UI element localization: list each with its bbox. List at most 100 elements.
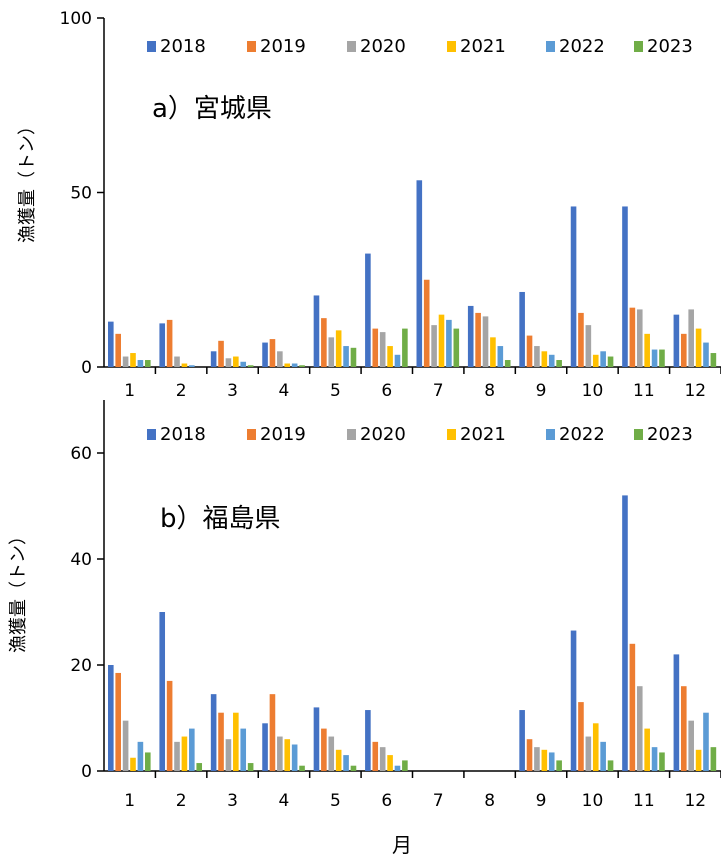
bar-2022-month-9 bbox=[548, 354, 555, 367]
bar-2021-month-4 bbox=[284, 363, 291, 367]
x-tick-label: 7 bbox=[433, 381, 444, 401]
legend-label: 2022 bbox=[559, 424, 605, 445]
x-tick-label: 9 bbox=[536, 381, 547, 401]
bar-2022-month-11 bbox=[651, 747, 658, 771]
bar-2019-month-9 bbox=[526, 739, 533, 771]
bar-2023-month-5 bbox=[350, 765, 357, 771]
bar-2021-month-7 bbox=[438, 314, 445, 367]
bar-2022-month-12 bbox=[703, 342, 709, 367]
bar-2018-month-1 bbox=[108, 665, 114, 771]
legend-label: 2020 bbox=[360, 424, 406, 445]
bar-2018-month-6 bbox=[365, 710, 371, 771]
legend-label: 2021 bbox=[460, 36, 506, 57]
panel-title: b）福島県 bbox=[160, 504, 281, 534]
bar-2021-month-1 bbox=[130, 757, 136, 771]
legend-label: 2019 bbox=[260, 36, 306, 57]
x-tick-label: 10 bbox=[582, 791, 604, 811]
bar-2019-month-6 bbox=[372, 328, 379, 367]
bar-2018-month-11 bbox=[622, 206, 628, 367]
bar-2021-month-5 bbox=[335, 330, 342, 367]
bar-2022-month-3 bbox=[240, 361, 247, 367]
bar-2020-month-12 bbox=[688, 720, 694, 771]
bar-2023-month-11 bbox=[659, 752, 665, 771]
legend-label: 2020 bbox=[360, 36, 406, 57]
bar-2019-month-9 bbox=[526, 335, 533, 367]
bar-2023-month-9 bbox=[556, 360, 562, 367]
x-tick-label: 11 bbox=[633, 791, 655, 811]
bar-2021-month-4 bbox=[284, 739, 291, 771]
legend-swatch bbox=[447, 429, 456, 440]
bar-2022-month-10 bbox=[600, 351, 606, 367]
bar-2018-month-7 bbox=[416, 180, 423, 367]
bar-2021-month-10 bbox=[592, 723, 599, 771]
bar-2023-month-9 bbox=[556, 760, 562, 771]
bar-2022-month-5 bbox=[343, 755, 349, 771]
bar-2022-month-12 bbox=[703, 712, 709, 771]
bar-2023-month-8 bbox=[504, 360, 511, 367]
bar-2020-month-9 bbox=[534, 346, 540, 367]
bar-2023-month-10 bbox=[607, 760, 614, 771]
x-tick-label: 8 bbox=[484, 381, 495, 401]
bar-2020-month-6 bbox=[379, 332, 386, 367]
bar-2023-month-1 bbox=[145, 360, 151, 367]
bar-2020-month-8 bbox=[482, 316, 489, 367]
bar-2020-month-6 bbox=[379, 747, 386, 771]
bar-2019-month-7 bbox=[423, 279, 430, 367]
legend-swatch bbox=[147, 41, 156, 52]
bar-2019-month-1 bbox=[115, 333, 121, 367]
legend-swatch bbox=[247, 429, 256, 440]
bar-2021-month-12 bbox=[695, 749, 702, 771]
legend-swatch bbox=[634, 41, 643, 52]
legend-label: 2018 bbox=[160, 424, 206, 445]
bar-2019-month-3 bbox=[218, 340, 224, 367]
bar-2020-month-3 bbox=[225, 739, 232, 771]
legend-swatch bbox=[347, 429, 356, 440]
y-tick-label: 60 bbox=[70, 444, 92, 464]
bar-2018-month-12 bbox=[673, 314, 680, 367]
legend-label: 2018 bbox=[160, 36, 206, 57]
bar-2020-month-2 bbox=[174, 741, 180, 771]
bar-2023-month-10 bbox=[607, 356, 614, 367]
bar-2018-month-3 bbox=[210, 694, 217, 771]
x-tick-label: 2 bbox=[176, 791, 187, 811]
bar-2021-month-1 bbox=[130, 353, 136, 367]
bar-2018-month-6 bbox=[365, 253, 371, 367]
bar-2019-month-2 bbox=[166, 680, 173, 771]
bar-2023-month-12 bbox=[710, 353, 717, 367]
bar-2018-month-2 bbox=[159, 323, 166, 367]
y-tick-label: 0 bbox=[81, 762, 92, 782]
x-tick-label: 4 bbox=[279, 381, 290, 401]
bar-2019-month-3 bbox=[218, 712, 224, 771]
bar-2019-month-12 bbox=[680, 333, 687, 367]
bar-2020-month-12 bbox=[688, 309, 694, 367]
legend-label: 2023 bbox=[647, 424, 693, 445]
bar-2019-month-10 bbox=[578, 312, 584, 367]
y-tick-label: 20 bbox=[70, 656, 92, 676]
y-tick-label: 40 bbox=[70, 550, 92, 570]
bar-2018-month-12 bbox=[673, 654, 680, 771]
bar-2023-month-4 bbox=[299, 765, 305, 771]
x-tick-label: 4 bbox=[279, 791, 290, 811]
bar-2019-month-1 bbox=[115, 672, 121, 771]
legend-swatch bbox=[347, 41, 356, 52]
bar-2022-month-1 bbox=[137, 741, 144, 771]
bar-2022-month-7 bbox=[446, 319, 452, 367]
x-tick-label: 11 bbox=[633, 381, 655, 401]
bar-2019-month-2 bbox=[166, 319, 173, 367]
bar-2020-month-5 bbox=[328, 337, 335, 367]
bar-2022-month-1 bbox=[137, 360, 144, 367]
bar-2021-month-10 bbox=[592, 354, 599, 367]
legend: 2018 2019 2020 2021 2022 2023 bbox=[147, 424, 693, 445]
bar-2023-month-3 bbox=[247, 763, 254, 771]
x-tick-label: 3 bbox=[227, 381, 238, 401]
bar-2020-month-4 bbox=[277, 351, 283, 367]
x-tick-label: 5 bbox=[330, 791, 341, 811]
y-axis-label: 漁獲量（トン） bbox=[17, 117, 38, 243]
x-tick-label: 2 bbox=[176, 381, 187, 401]
bar-2023-month-4 bbox=[299, 365, 305, 367]
x-tick-label: 6 bbox=[381, 381, 392, 401]
bar-2021-month-11 bbox=[644, 728, 650, 771]
x-tick-label: 3 bbox=[227, 791, 238, 811]
